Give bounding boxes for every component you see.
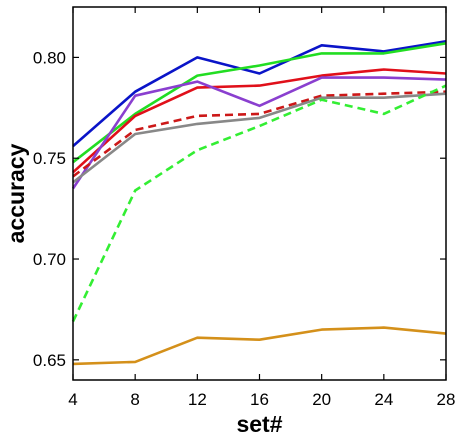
y-tick-label: 0.65 (33, 351, 66, 370)
x-tick-label: 12 (188, 390, 207, 409)
series-line-2 (72, 42, 447, 164)
x-tick-label: 20 (312, 390, 331, 409)
series-line-5 (72, 90, 447, 178)
x-tick-label: 28 (437, 390, 456, 409)
x-tick-label: 4 (68, 390, 77, 409)
x-axis-label: set# (236, 411, 282, 437)
series-line-3 (72, 68, 447, 174)
series-line-4 (71, 76, 447, 190)
series-line-6 (72, 92, 447, 184)
x-tick-label: 8 (130, 390, 139, 409)
series-line-7 (71, 84, 447, 323)
plot-lines (71, 40, 447, 366)
y-tick-label: 0.75 (33, 149, 66, 168)
x-tick-label: 24 (374, 390, 393, 409)
plot-frame (72, 6, 447, 381)
x-tick-label: 16 (250, 390, 269, 409)
series-line-1 (72, 40, 447, 148)
y-tick-label: 0.70 (33, 250, 66, 269)
y-axis-label: accuracy (3, 143, 29, 243)
y-tick-label: 0.80 (33, 48, 66, 67)
axis-ticks: 4 8 12 16 20 24 28 0.65 0.70 0.75 0.80 (33, 7, 456, 409)
series-line-8 (72, 326, 447, 366)
